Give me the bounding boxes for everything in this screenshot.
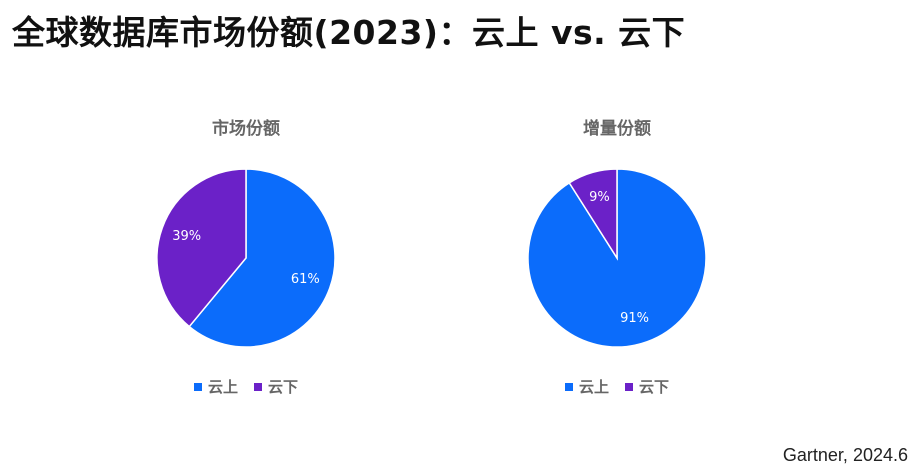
legend-label-onprem: 云下 [268, 378, 299, 396]
chart-legend: 云上 云下 [467, 376, 767, 397]
pie-chart: 61% 39% [156, 168, 336, 348]
legend-swatch-cloud [193, 382, 202, 391]
market-share-chart: 市场份额 61% 39% 云上 云下 [96, 108, 396, 408]
pie-chart: 91% 9% [527, 168, 707, 348]
chart-title: 市场份额 [212, 119, 280, 139]
legend-label-onprem: 云下 [639, 378, 670, 396]
legend-item-onprem: 云下 [254, 376, 298, 397]
legend-item-cloud: 云上 [564, 376, 609, 397]
legend-item-onprem: 云下 [625, 376, 669, 397]
legend-label-cloud: 云上 [207, 378, 238, 396]
legend-swatch-onprem [254, 382, 262, 391]
legend-swatch-cloud [564, 382, 573, 391]
legend-label-cloud: 云上 [578, 378, 609, 396]
pie-slice-cloud [188, 168, 336, 348]
incremental-share-chart: 增量份额 91% 9% 云上 云下 [467, 108, 767, 408]
legend-item-cloud: 云上 [193, 376, 238, 397]
slice-label-onprem: 39% [172, 229, 201, 244]
slice-label-onprem: 9% [589, 190, 610, 205]
pie-slice-onprem [568, 168, 618, 261]
chart-legend: 云上 云下 [96, 376, 396, 397]
slice-label-cloud: 91% [620, 311, 649, 326]
chart-title: 增量份额 [583, 119, 651, 139]
slice-label-cloud: 61% [291, 272, 320, 287]
pie-slice-onprem [156, 168, 247, 328]
legend-swatch-onprem [625, 382, 633, 391]
source-note: Gartner, 2024.6 [782, 445, 908, 465]
page-title: 全球数据库市场份额(2023)：云上 vs. 云下 [12, 13, 686, 52]
